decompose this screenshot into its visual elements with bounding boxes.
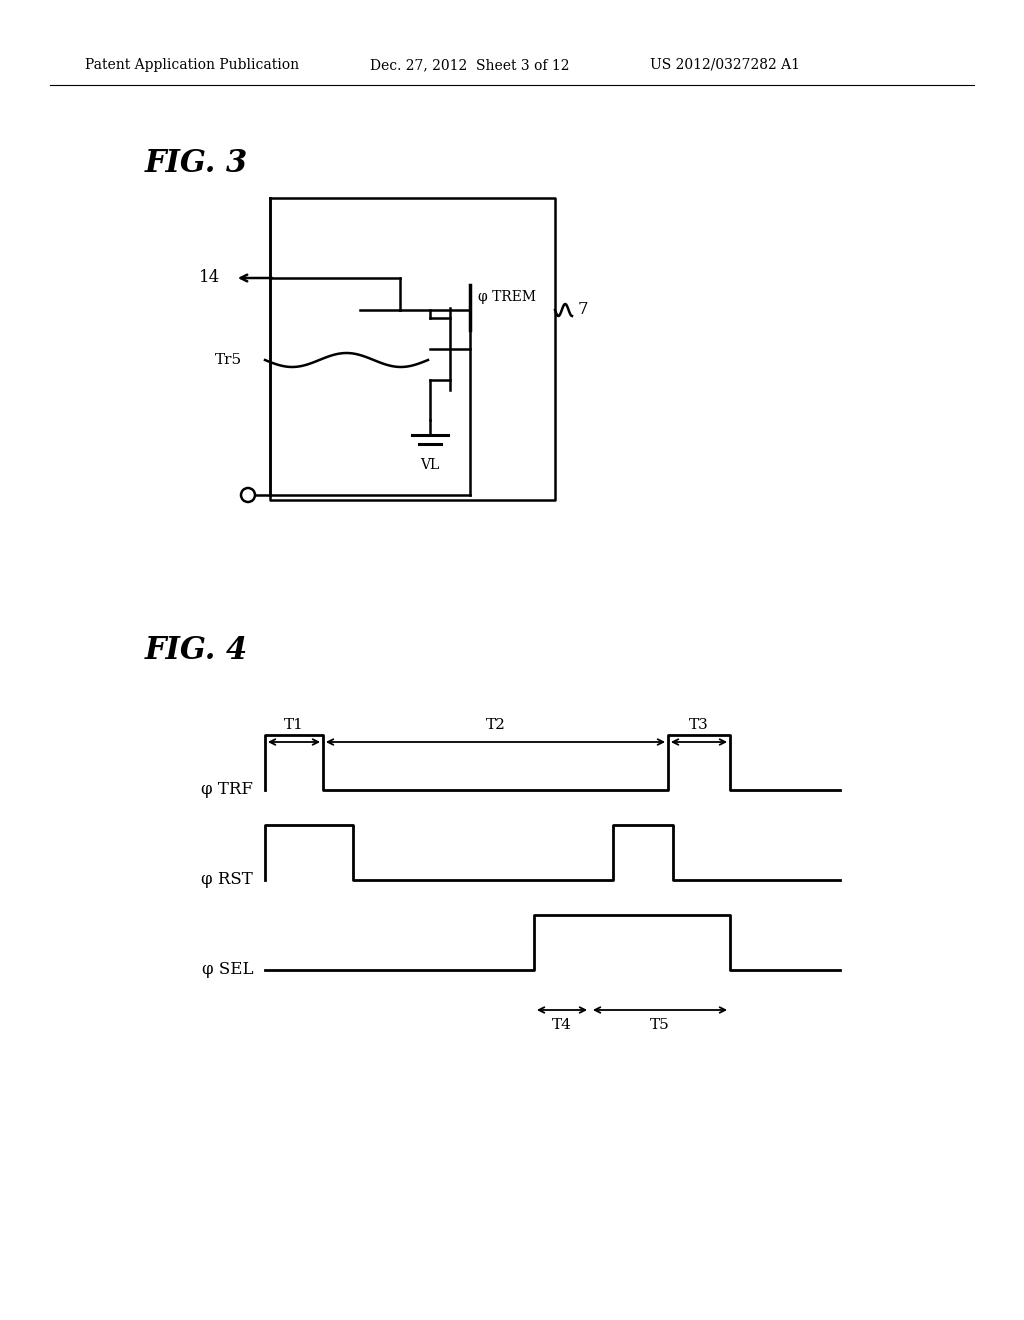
Text: 14: 14 [199,269,220,286]
Text: FIG. 3: FIG. 3 [145,148,248,180]
Text: Dec. 27, 2012  Sheet 3 of 12: Dec. 27, 2012 Sheet 3 of 12 [370,58,569,73]
Text: Tr5: Tr5 [215,352,242,367]
Text: φ TREM: φ TREM [478,290,536,304]
Text: T4: T4 [552,1018,572,1032]
Text: φ SEL: φ SEL [202,961,253,978]
Text: US 2012/0327282 A1: US 2012/0327282 A1 [650,58,800,73]
Text: Patent Application Publication: Patent Application Publication [85,58,299,73]
Text: T5: T5 [650,1018,670,1032]
Text: T2: T2 [485,718,506,733]
Text: FIG. 4: FIG. 4 [145,635,248,667]
Text: φ TRF: φ TRF [201,781,253,799]
Text: 7: 7 [578,301,589,318]
Text: φ RST: φ RST [202,871,253,888]
Text: VL: VL [421,458,439,473]
Text: T3: T3 [689,718,709,733]
Text: T1: T1 [284,718,304,733]
